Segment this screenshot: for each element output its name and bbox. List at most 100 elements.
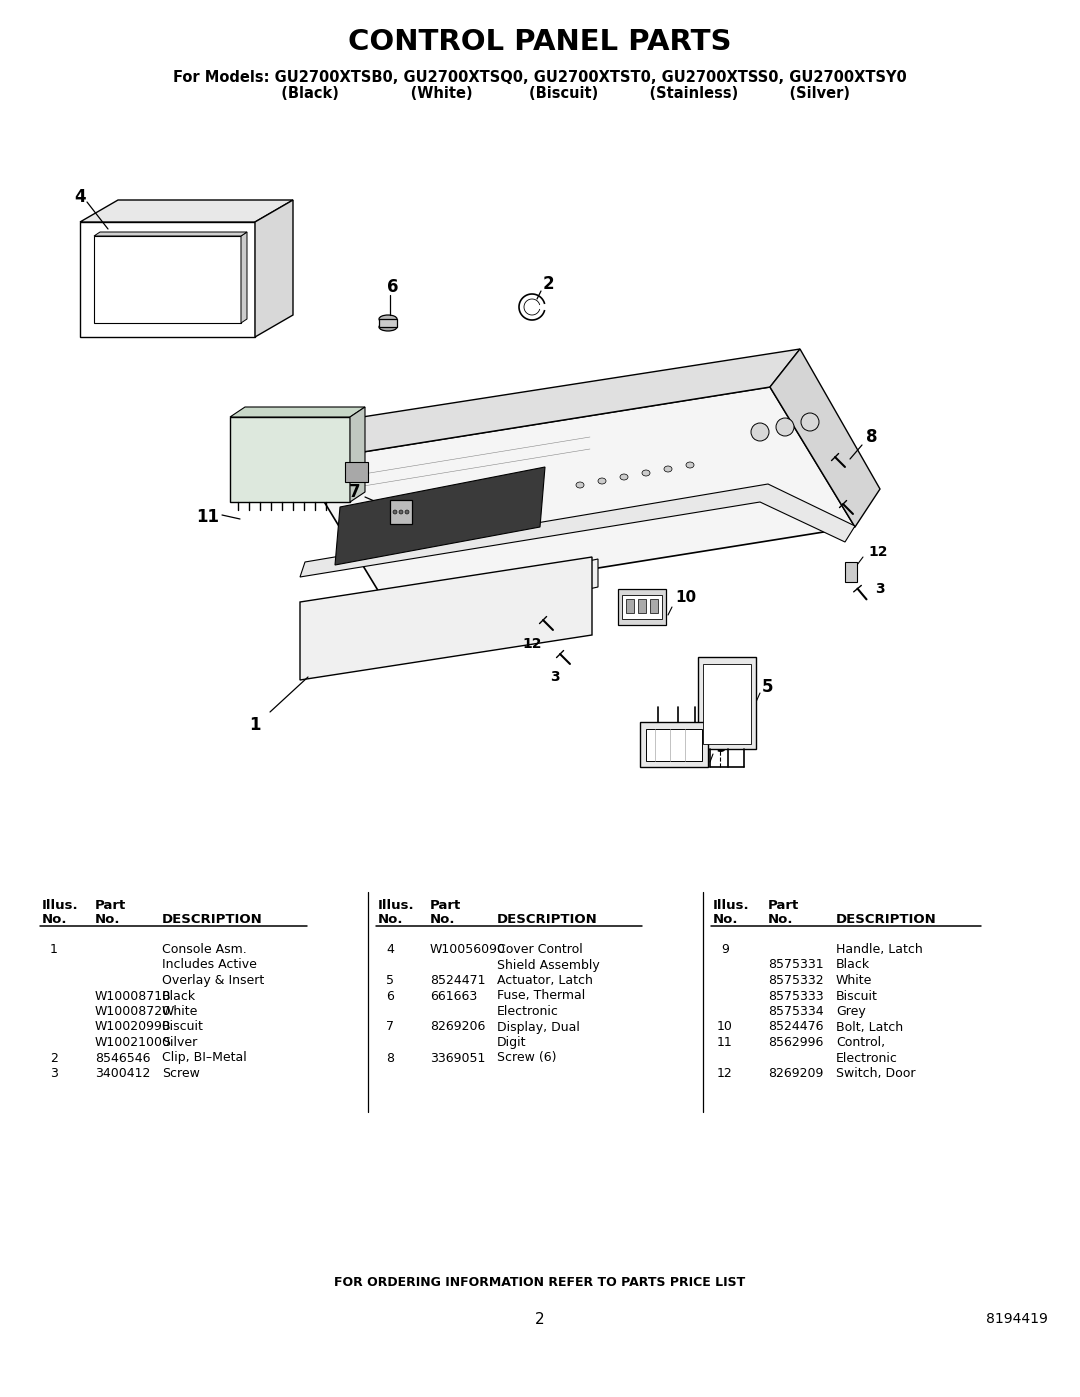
Ellipse shape bbox=[576, 482, 584, 488]
Polygon shape bbox=[622, 595, 662, 619]
Text: No.: No. bbox=[430, 914, 456, 926]
Polygon shape bbox=[300, 387, 855, 602]
Text: Handle, Latch: Handle, Latch bbox=[836, 943, 922, 956]
Text: (Black)              (White)           (Biscuit)          (Stainless)          (: (Black) (White) (Biscuit) (Stainless) ( bbox=[230, 87, 850, 102]
Text: 7: 7 bbox=[349, 483, 361, 502]
Circle shape bbox=[801, 414, 819, 432]
Text: 9: 9 bbox=[721, 943, 729, 956]
Circle shape bbox=[393, 510, 397, 514]
Text: Black: Black bbox=[836, 958, 870, 971]
Text: Fuse, Thermal: Fuse, Thermal bbox=[497, 989, 585, 1003]
Text: Black: Black bbox=[162, 989, 197, 1003]
Text: 8: 8 bbox=[386, 1052, 394, 1065]
Text: Console Asm.: Console Asm. bbox=[162, 943, 246, 956]
Polygon shape bbox=[646, 729, 702, 761]
Polygon shape bbox=[230, 407, 365, 416]
Text: No.: No. bbox=[713, 914, 739, 926]
Text: W10020990: W10020990 bbox=[95, 1020, 171, 1034]
Circle shape bbox=[777, 418, 794, 436]
Text: Grey: Grey bbox=[836, 1004, 866, 1018]
Text: 8575333: 8575333 bbox=[768, 989, 824, 1003]
Text: 9: 9 bbox=[715, 738, 727, 756]
Text: 11: 11 bbox=[197, 509, 219, 527]
Text: Electronic: Electronic bbox=[836, 1052, 897, 1065]
Polygon shape bbox=[626, 599, 634, 613]
Polygon shape bbox=[650, 599, 658, 613]
Text: 3: 3 bbox=[875, 583, 885, 597]
Text: DESCRIPTION: DESCRIPTION bbox=[497, 914, 597, 926]
Text: Part: Part bbox=[768, 900, 799, 912]
Text: 12: 12 bbox=[523, 637, 542, 651]
Polygon shape bbox=[94, 232, 247, 236]
Text: Illus.: Illus. bbox=[42, 900, 79, 912]
Text: Electronic: Electronic bbox=[497, 1004, 558, 1018]
Text: 3: 3 bbox=[50, 1067, 58, 1080]
Text: Cover Control: Cover Control bbox=[497, 943, 583, 956]
Text: 8269209: 8269209 bbox=[768, 1067, 823, 1080]
Text: Part: Part bbox=[95, 900, 126, 912]
Text: 5: 5 bbox=[762, 678, 773, 696]
Polygon shape bbox=[345, 462, 368, 482]
Text: For Models: GU2700XTSB0, GU2700XTSQ0, GU2700XTST0, GU2700XTSS0, GU2700XTSY0: For Models: GU2700XTSB0, GU2700XTSQ0, GU… bbox=[173, 70, 907, 84]
Text: 12: 12 bbox=[717, 1067, 733, 1080]
Ellipse shape bbox=[686, 462, 694, 468]
Text: 8269206: 8269206 bbox=[430, 1020, 485, 1034]
Text: 3: 3 bbox=[550, 671, 559, 685]
Text: CONTROL PANEL PARTS: CONTROL PANEL PARTS bbox=[348, 28, 732, 56]
Text: 4: 4 bbox=[75, 189, 85, 205]
Text: W10008710: W10008710 bbox=[95, 989, 171, 1003]
Text: Actuator, Latch: Actuator, Latch bbox=[497, 974, 593, 988]
Ellipse shape bbox=[664, 467, 672, 472]
Text: White: White bbox=[162, 1004, 199, 1018]
Polygon shape bbox=[255, 200, 293, 337]
Text: Silver: Silver bbox=[162, 1037, 198, 1049]
Polygon shape bbox=[230, 416, 350, 502]
Polygon shape bbox=[698, 657, 756, 749]
Text: W10056090: W10056090 bbox=[430, 943, 507, 956]
Ellipse shape bbox=[598, 478, 606, 483]
Text: No.: No. bbox=[768, 914, 794, 926]
Text: 11: 11 bbox=[717, 1037, 733, 1049]
Polygon shape bbox=[80, 200, 293, 222]
Text: Part: Part bbox=[430, 900, 461, 912]
Polygon shape bbox=[350, 407, 365, 502]
Polygon shape bbox=[703, 664, 751, 745]
Text: 2: 2 bbox=[536, 1312, 544, 1327]
Polygon shape bbox=[241, 232, 247, 323]
Text: Screw: Screw bbox=[162, 1067, 200, 1080]
Text: 10: 10 bbox=[675, 590, 697, 605]
Ellipse shape bbox=[379, 314, 397, 323]
Ellipse shape bbox=[620, 474, 627, 481]
Text: Digit: Digit bbox=[497, 1037, 527, 1049]
Text: 8575331: 8575331 bbox=[768, 958, 824, 971]
Text: 1: 1 bbox=[50, 943, 58, 956]
Text: DESCRIPTION: DESCRIPTION bbox=[162, 914, 262, 926]
Text: 2: 2 bbox=[542, 275, 554, 293]
Circle shape bbox=[751, 423, 769, 441]
Text: 12: 12 bbox=[868, 545, 888, 559]
Polygon shape bbox=[390, 500, 411, 524]
Polygon shape bbox=[94, 236, 241, 323]
Text: 8575332: 8575332 bbox=[768, 974, 824, 988]
Polygon shape bbox=[845, 562, 858, 583]
Text: DESCRIPTION: DESCRIPTION bbox=[836, 914, 936, 926]
Text: 3400412: 3400412 bbox=[95, 1067, 150, 1080]
Text: Includes Active: Includes Active bbox=[162, 958, 257, 971]
Text: Overlay & Insert: Overlay & Insert bbox=[162, 974, 265, 988]
Polygon shape bbox=[387, 559, 598, 633]
Circle shape bbox=[399, 510, 403, 514]
Text: 8524476: 8524476 bbox=[768, 1020, 824, 1034]
Text: Shield Assembly: Shield Assembly bbox=[497, 958, 599, 971]
Text: 2: 2 bbox=[50, 1052, 58, 1065]
Text: 661663: 661663 bbox=[430, 989, 477, 1003]
Text: 8524471: 8524471 bbox=[430, 974, 486, 988]
Text: FOR ORDERING INFORMATION REFER TO PARTS PRICE LIST: FOR ORDERING INFORMATION REFER TO PARTS … bbox=[335, 1275, 745, 1288]
Polygon shape bbox=[80, 222, 255, 337]
Text: White: White bbox=[836, 974, 873, 988]
Text: 10: 10 bbox=[717, 1020, 733, 1034]
Polygon shape bbox=[335, 467, 545, 564]
Polygon shape bbox=[300, 483, 855, 577]
Text: 8562996: 8562996 bbox=[768, 1037, 823, 1049]
Text: Clip, BI–Metal: Clip, BI–Metal bbox=[162, 1052, 246, 1065]
Polygon shape bbox=[638, 599, 646, 613]
